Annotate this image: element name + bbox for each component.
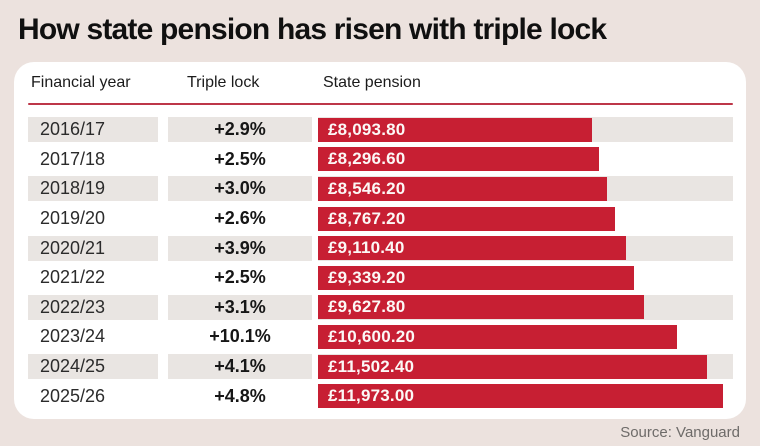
bar-track: £11,502.40 <box>318 354 733 380</box>
triple-lock-value: +2.9% <box>168 117 312 143</box>
bar-track: £9,627.80 <box>318 294 733 320</box>
table-row: 2016/17 +2.9% £8,093.80 <box>28 115 733 145</box>
pension-bar: £10,600.20 <box>318 324 677 349</box>
triple-lock-value: +2.5% <box>214 148 266 169</box>
pension-amount-label: £10,600.20 <box>328 326 416 346</box>
bar-track: £8,546.20 <box>318 176 733 202</box>
pension-bar: £8,767.20 <box>318 206 615 231</box>
bar-track: £11,973.00 <box>318 384 733 409</box>
table-row: 2021/22 +2.5% £9,339.20 <box>28 263 733 293</box>
pension-amount-label: £9,627.80 <box>328 297 406 317</box>
financial-year-label: 2025/26 <box>40 385 106 406</box>
table-row: 2022/23 +3.1% £9,627.80 <box>28 293 733 323</box>
bar-track: £8,296.60 <box>318 147 733 172</box>
table-row: 2023/24 +10.1% £10,600.20 <box>28 322 733 352</box>
table-row: 2020/21 +3.9% £9,110.40 <box>28 233 733 263</box>
column-header-state-pension: State pension <box>323 73 421 91</box>
financial-year-label: 2017/18 <box>40 148 106 169</box>
triple-lock-value: +4.8% <box>214 385 266 406</box>
triple-lock-value: +3.0% <box>168 176 312 202</box>
triple-lock-value: +3.9% <box>168 235 312 261</box>
chart-rows: 2016/17 +2.9% £8,093.80 2017/18 +2.5% £8… <box>28 115 733 411</box>
bar-track: £8,767.20 <box>318 206 733 231</box>
bar-track: £9,110.40 <box>318 235 733 261</box>
triple-lock-value: +10.1% <box>209 326 271 347</box>
pension-amount-label: £8,767.20 <box>328 208 406 228</box>
table-row: 2018/19 +3.0% £8,546.20 <box>28 174 733 204</box>
header-divider-line <box>28 103 733 105</box>
pension-amount-label: £8,546.20 <box>328 178 406 198</box>
financial-year-label: 2018/19 <box>28 176 158 202</box>
triple-lock-value: +2.5% <box>214 267 266 288</box>
bar-track: £8,093.80 <box>318 117 733 143</box>
pension-amount-label: £8,093.80 <box>328 119 406 139</box>
table-row: 2019/20 +2.6% £8,767.20 <box>28 204 733 234</box>
chart-card: Financial year Triple lock State pension… <box>14 62 746 419</box>
pension-bar: £8,296.60 <box>318 147 599 172</box>
financial-year-label: 2021/22 <box>40 267 106 288</box>
table-header-row: Financial year Triple lock State pension <box>28 62 733 103</box>
pension-bar: £9,339.20 <box>318 265 634 290</box>
financial-year-label: 2016/17 <box>28 117 158 143</box>
pension-bar: £11,502.40 <box>318 354 708 379</box>
triple-lock-value: +2.6% <box>214 208 266 229</box>
pension-bar: £8,093.80 <box>318 117 592 142</box>
pension-amount-label: £9,110.40 <box>328 238 405 258</box>
pension-amount-label: £11,502.40 <box>328 356 415 376</box>
source-attribution: Source: Vanguard <box>620 424 740 441</box>
chart-title: How state pension has risen with triple … <box>18 13 607 46</box>
column-header-financial-year: Financial year <box>31 73 131 91</box>
pension-amount-label: £11,973.00 <box>328 386 415 406</box>
pension-amount-label: £8,296.60 <box>328 149 406 169</box>
triple-lock-value: +4.1% <box>168 354 312 380</box>
bar-track: £9,339.20 <box>318 265 733 290</box>
pension-amount-label: £9,339.20 <box>328 267 406 287</box>
pension-bar: £11,973.00 <box>318 384 723 409</box>
pension-bar: £8,546.20 <box>318 176 608 201</box>
table-row: 2024/25 +4.1% £11,502.40 <box>28 352 733 382</box>
table-row: 2017/18 +2.5% £8,296.60 <box>28 145 733 175</box>
financial-year-label: 2019/20 <box>40 208 106 229</box>
financial-year-label: 2024/25 <box>28 354 158 380</box>
column-header-triple-lock: Triple lock <box>187 73 260 91</box>
pension-bar: £9,627.80 <box>318 295 644 320</box>
triple-lock-value: +3.1% <box>168 294 312 320</box>
financial-year-label: 2022/23 <box>28 294 158 320</box>
financial-year-label: 2020/21 <box>28 235 158 261</box>
pension-bar: £9,110.40 <box>318 236 627 261</box>
table-row: 2025/26 +4.8% £11,973.00 <box>28 381 733 411</box>
bar-track: £10,600.20 <box>318 324 733 349</box>
financial-year-label: 2023/24 <box>40 326 106 347</box>
